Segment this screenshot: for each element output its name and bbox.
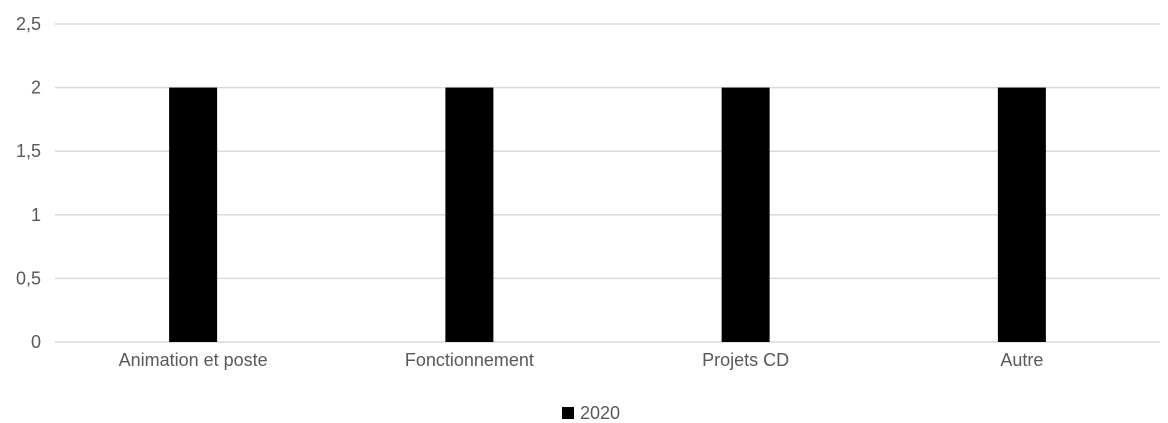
bar: [997, 87, 1046, 342]
y-tick-label: 1: [31, 205, 41, 225]
y-tick-label: 2,5: [16, 14, 41, 34]
bar: [169, 87, 218, 342]
y-tick-label: 2: [31, 78, 41, 98]
x-category-label: Fonctionnement: [405, 350, 534, 370]
legend-swatch-2020: [562, 407, 574, 419]
legend: 2020: [562, 403, 620, 423]
bar: [721, 87, 770, 342]
y-tick-label: 1,5: [16, 141, 41, 161]
legend-label-2020: 2020: [580, 403, 620, 423]
gridlines: [55, 23, 1160, 343]
x-category-label: Animation et poste: [119, 350, 268, 370]
bar: [445, 87, 494, 342]
y-tick-label: 0,5: [16, 268, 41, 288]
x-category-label: Autre: [1000, 350, 1043, 370]
x-axis-category-labels: Animation et poste Fonctionnement Projets …: [119, 350, 1044, 370]
bars: [169, 87, 1046, 342]
y-tick-label: 0: [31, 332, 41, 352]
x-category-label: Projets CD: [702, 350, 789, 370]
y-axis-tick-labels: 0 0,5 1 1,5 2 2,5: [16, 14, 41, 352]
